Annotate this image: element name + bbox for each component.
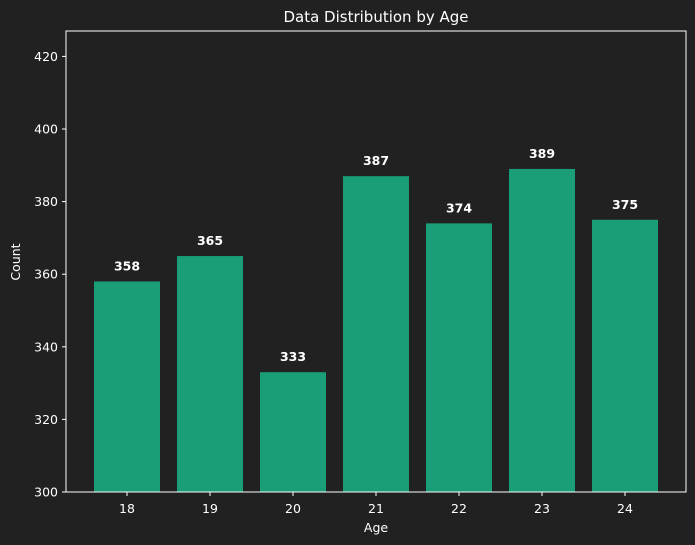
data-label-24: 375 [612, 197, 638, 212]
y-tick-label-400: 400 [34, 122, 58, 137]
bars-group [94, 168, 658, 493]
bar-22 [426, 223, 492, 492]
y-tick-label-360: 360 [34, 267, 58, 282]
data-label-22: 374 [446, 200, 472, 215]
bar-18 [94, 281, 160, 492]
x-tick-label-22: 22 [451, 501, 467, 516]
x-tick-label-23: 23 [534, 501, 550, 516]
x-axis: 18 19 20 21 22 23 24 [119, 492, 633, 516]
y-tick-label-380: 380 [34, 194, 58, 209]
x-tick-label-24: 24 [617, 501, 633, 516]
y-axis: 300 320 340 360 380 400 420 [34, 49, 66, 500]
x-tick-label-18: 18 [119, 501, 135, 516]
data-label-20: 333 [280, 349, 306, 364]
x-tick-label-21: 21 [368, 501, 384, 516]
data-labels-group: 358 365 333 387 374 389 375 [114, 146, 638, 364]
x-tick-label-19: 19 [202, 501, 218, 516]
bar-24 [592, 219, 658, 492]
y-tick-label-420: 420 [34, 49, 58, 64]
data-label-23: 389 [529, 146, 555, 161]
chart-title: Data Distribution by Age [283, 8, 468, 26]
y-tick-label-340: 340 [34, 339, 58, 354]
bar-23 [509, 168, 575, 492]
bar-19 [177, 256, 243, 492]
y-axis-label: Count [8, 243, 23, 280]
x-tick-label-20: 20 [285, 501, 301, 516]
data-label-18: 358 [114, 258, 140, 273]
y-tick-label-300: 300 [34, 485, 58, 500]
y-tick-label-320: 320 [34, 412, 58, 427]
bar-21 [343, 176, 409, 493]
data-label-21: 387 [363, 153, 389, 168]
x-axis-label: Age [364, 520, 388, 535]
bar-20 [260, 372, 326, 492]
data-label-19: 365 [197, 233, 223, 248]
